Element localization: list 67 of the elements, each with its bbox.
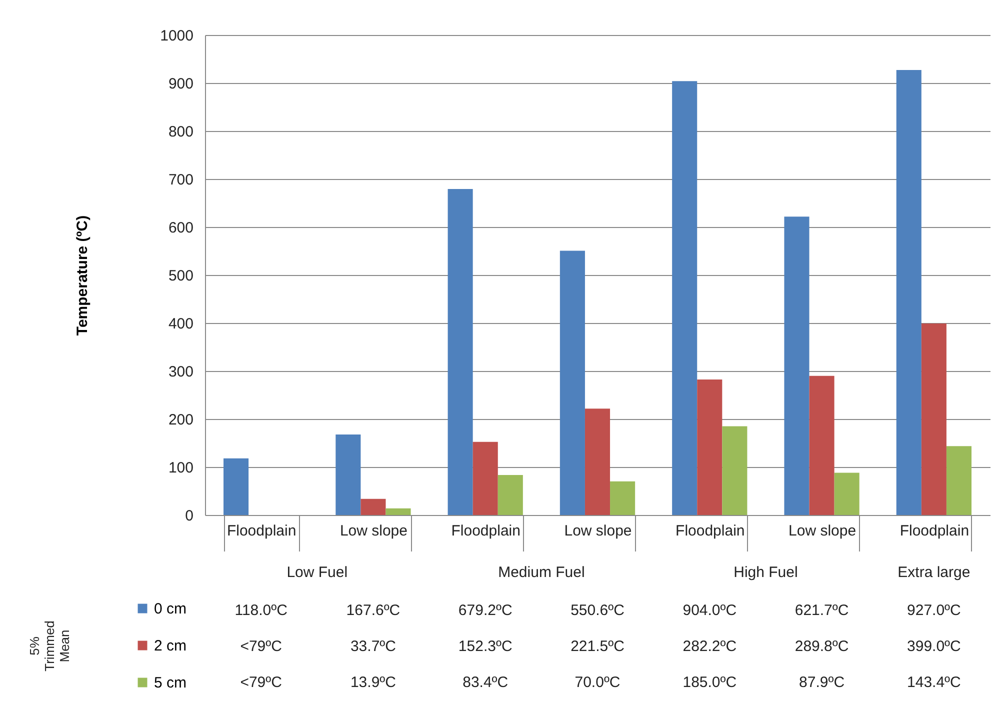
- x-tick-label: Floodplain: [451, 522, 520, 540]
- data-label: 118.0ºC: [234, 602, 288, 619]
- y-tick-label: 500: [168, 268, 194, 284]
- bar: [472, 442, 498, 515]
- y-tick-label: 400: [168, 316, 194, 332]
- data-label: 282.2ºC: [682, 638, 737, 655]
- bar: [498, 474, 523, 515]
- legend-label: 5 cm: [154, 674, 187, 692]
- data-label: 550.6ºC: [570, 602, 625, 619]
- y-tick-label: 900: [168, 76, 194, 92]
- x-tick-label: Floodplain: [226, 522, 296, 540]
- bar: [336, 434, 361, 515]
- bar: [584, 408, 610, 515]
- data-label: 289.8ºC: [794, 638, 849, 655]
- bar: [896, 70, 922, 515]
- x-tick-label: Low slope: [788, 522, 856, 540]
- legend-label: 2 cm: [154, 638, 187, 654]
- text: Extra large: [898, 564, 970, 581]
- y-axis-title: Temperature (ºC): [74, 215, 92, 336]
- x-tick-label: Floodplain: [676, 522, 745, 540]
- y-tick-label: 300: [168, 364, 194, 380]
- text: High Fuel: [734, 564, 798, 581]
- text: Low Fuel: [286, 564, 348, 581]
- legend-label: 0 cm: [154, 600, 187, 618]
- y-tick-label: 1000: [160, 28, 194, 44]
- data-label: 13.9ºC: [350, 674, 396, 691]
- data-label: 83.4ºC: [462, 674, 508, 691]
- bar: [946, 446, 972, 515]
- data-label: 679.2ºC: [458, 602, 512, 619]
- data-label: 621.7ºC: [794, 602, 849, 619]
- data-label: 185.0ºC: [682, 674, 737, 691]
- data-label: 904.0ºC: [682, 602, 737, 619]
- text: Medium Fuel: [498, 564, 585, 581]
- bar: [672, 81, 698, 515]
- bar: [360, 498, 386, 515]
- text: <79ºC: [240, 638, 282, 655]
- data-label: 152.3ºC: [458, 638, 512, 655]
- y-tick-label: 800: [168, 124, 194, 140]
- data-label: 33.7ºC: [350, 638, 396, 655]
- data-label: 221.5ºC: [570, 638, 625, 655]
- x-tick-label: Floodplain: [900, 522, 970, 540]
- bar: [784, 216, 810, 515]
- bar: [697, 380, 722, 515]
- y-tick-label: 0: [185, 508, 194, 524]
- bar: [560, 250, 585, 515]
- bar: [921, 323, 946, 515]
- data-label: 927.0ºC: [907, 602, 962, 619]
- bar: [610, 481, 636, 515]
- x-tick-label: Low slope: [564, 522, 632, 540]
- bar: [834, 472, 860, 515]
- y-tick-label: 200: [168, 412, 194, 428]
- bar: [386, 508, 411, 515]
- bar: [224, 458, 249, 515]
- bar: [722, 426, 748, 515]
- y-tick-label: 100: [168, 460, 194, 476]
- text: <79ºC: [240, 674, 282, 691]
- data-label: 167.6ºC: [346, 602, 400, 619]
- bar: [448, 188, 473, 515]
- data-label: 399.0ºC: [907, 638, 962, 655]
- y-tick-label: 700: [168, 172, 194, 188]
- text: 5% Trimmed Mean: [27, 620, 72, 672]
- data-label: 70.0ºC: [574, 674, 620, 691]
- y-tick-label: 600: [168, 220, 194, 236]
- bar: [809, 376, 834, 515]
- x-tick-label: Low slope: [340, 522, 408, 540]
- data-label: 143.4ºC: [907, 674, 962, 691]
- data-label: 87.9ºC: [799, 674, 845, 691]
